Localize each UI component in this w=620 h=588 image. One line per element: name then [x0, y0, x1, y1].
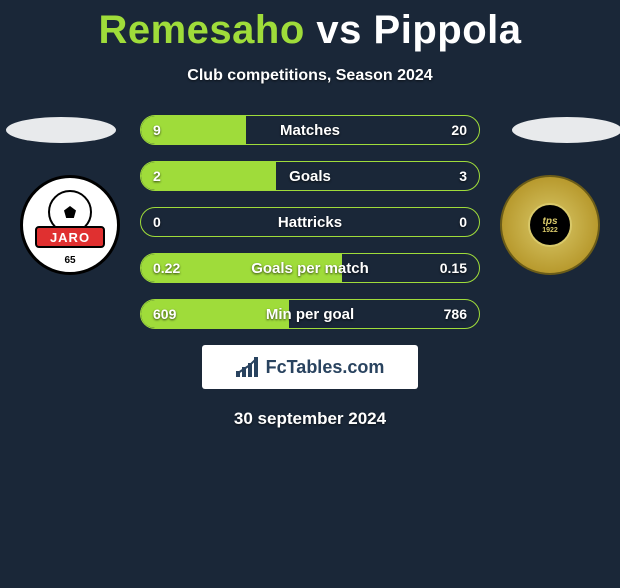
date-line: 30 september 2024 [0, 409, 620, 429]
stat-label: Goals per match [141, 254, 479, 282]
stat-label: Matches [141, 116, 479, 144]
stat-label: Hattricks [141, 208, 479, 236]
stat-row: 00Hattricks [140, 207, 480, 237]
logo-text: FcTables.com [266, 357, 385, 378]
jaro-band: JARO [35, 226, 105, 248]
player2-name: Pippola [374, 8, 522, 52]
tps-year: 1922 [542, 227, 558, 234]
tps-logo: tps 1922 [510, 185, 590, 265]
page-title: Remesaho vs Pippola [0, 8, 620, 53]
tps-center: tps 1922 [528, 203, 572, 247]
stats-area: JARO 65 tps 1922 920Matches 23Goals 00Hatt… [0, 115, 620, 329]
subtitle: Club competitions, Season 2024 [0, 67, 620, 85]
fctables-logo: FcTables.com [202, 345, 418, 389]
stat-label: Min per goal [141, 300, 479, 328]
left-ellipse [6, 117, 116, 143]
stat-row: 0.220.15Goals per match [140, 253, 480, 283]
stats-bars: 920Matches 23Goals 00Hattricks 0.220.15Goal… [140, 115, 480, 329]
stat-row: 23Goals [140, 161, 480, 191]
club-badge-left: JARO 65 [20, 175, 120, 275]
player1-name: Remesaho [98, 8, 304, 52]
vs-text: vs [316, 8, 362, 52]
stat-label: Goals [141, 162, 479, 190]
tps-name: tps [543, 216, 558, 227]
stat-row: 920Matches [140, 115, 480, 145]
stat-row: 609786Min per goal [140, 299, 480, 329]
club-badge-right: tps 1922 [500, 175, 600, 275]
jaro-year: 65 [35, 255, 105, 266]
chart-icon [236, 357, 260, 377]
jaro-logo: JARO 65 [35, 190, 105, 260]
right-ellipse [512, 117, 620, 143]
